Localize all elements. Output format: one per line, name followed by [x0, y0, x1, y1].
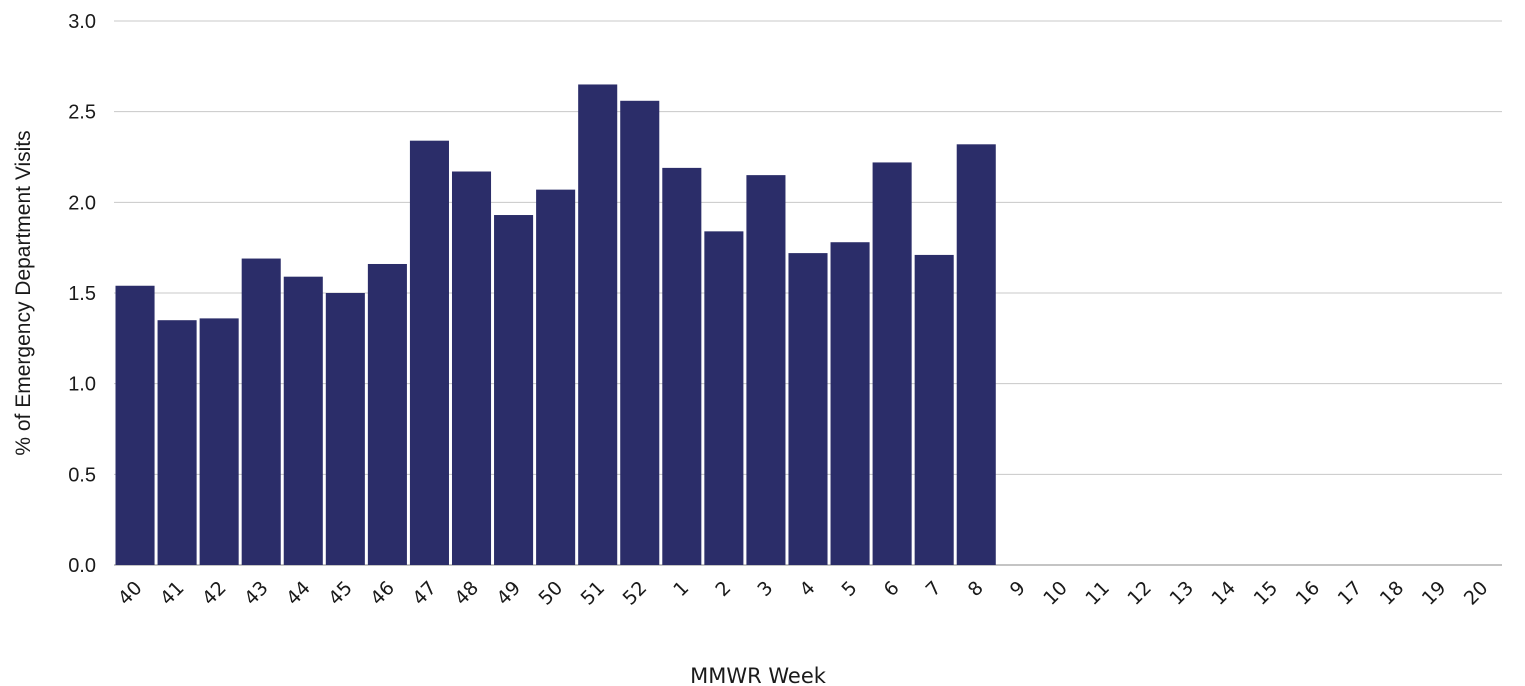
- x-tick-label: 5: [837, 577, 861, 601]
- x-tick-label: 20: [1460, 577, 1493, 610]
- x-tick-label: 12: [1123, 577, 1156, 610]
- x-tick-labels: 40 41 42 43 44 45 46 47 48 49 50 51 52 1 2 3 4 5 6 7 8 9 10 11 1…: [114, 577, 1493, 610]
- y-tick-label: 0.0: [68, 555, 96, 577]
- x-tick-label: 50: [535, 577, 568, 610]
- bar: [578, 84, 618, 565]
- x-tick-label: 45: [324, 577, 357, 610]
- y-tick-label: 1.5: [68, 283, 96, 305]
- y-tick-labels: 0.0 0.5 1.0 1.5 2.0 2.5 3.0: [68, 11, 96, 577]
- bars: [115, 84, 996, 566]
- bar: [199, 318, 239, 565]
- bar: [956, 144, 996, 565]
- x-tick-label: 11: [1081, 577, 1114, 610]
- x-tick-label: 44: [282, 577, 315, 610]
- x-tick-label: 18: [1376, 577, 1409, 610]
- x-tick-label: 13: [1165, 577, 1198, 610]
- x-tick-label: 19: [1418, 577, 1451, 610]
- x-tick-label: 52: [619, 577, 652, 610]
- bar: [746, 175, 786, 565]
- x-tick-label: 16: [1292, 577, 1325, 610]
- bar: [704, 231, 744, 565]
- bar: [325, 293, 365, 565]
- y-tick-label: 2.0: [68, 192, 96, 214]
- bar: [494, 215, 534, 565]
- x-tick-label: 2: [711, 577, 735, 601]
- bar: [830, 242, 870, 565]
- x-tick-label: 6: [880, 577, 904, 601]
- x-tick-label: 42: [198, 577, 231, 610]
- bar: [914, 254, 954, 566]
- x-tick-label: 10: [1039, 577, 1072, 610]
- x-tick-label: 8: [964, 577, 988, 601]
- x-tick-label: 51: [577, 577, 610, 610]
- x-tick-label: 1: [669, 577, 693, 601]
- bar: [283, 276, 323, 565]
- y-tick-label: 0.5: [68, 464, 96, 486]
- x-tick-label: 3: [753, 577, 777, 601]
- x-tick-label: 43: [240, 577, 273, 610]
- x-tick-label: 41: [156, 577, 189, 610]
- x-tick-label: 40: [114, 577, 147, 610]
- x-tick-label: 49: [492, 577, 525, 610]
- x-tick-label: 47: [408, 577, 441, 610]
- y-tick-label: 3.0: [68, 11, 96, 33]
- x-tick-label: 9: [1006, 577, 1030, 601]
- bar: [620, 100, 660, 565]
- bar: [662, 167, 702, 565]
- x-tick-label: 15: [1250, 577, 1283, 610]
- y-tick-label: 1.0: [68, 374, 96, 396]
- y-axis-title: % of Emergency Department Visits: [12, 130, 35, 455]
- bar: [409, 140, 449, 565]
- bar: [115, 285, 155, 565]
- y-tick-label: 2.5: [68, 102, 96, 124]
- bar: [872, 162, 912, 565]
- bar: [157, 320, 197, 565]
- x-axis-title: MMWR Week: [690, 664, 827, 686]
- x-tick-label: 17: [1334, 577, 1367, 610]
- bar: [788, 253, 828, 565]
- x-tick-label: 46: [366, 577, 399, 610]
- bar: [536, 189, 576, 565]
- x-tick-label: 7: [922, 577, 946, 601]
- x-tick-label: 14: [1207, 577, 1240, 610]
- x-tick-label: 4: [795, 577, 819, 601]
- bar: [367, 263, 407, 565]
- bar: [241, 258, 281, 565]
- bar: [451, 171, 492, 566]
- x-tick-label: 48: [450, 577, 483, 610]
